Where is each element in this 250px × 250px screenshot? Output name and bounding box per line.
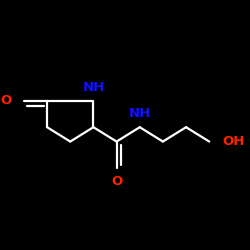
Text: OH: OH — [222, 135, 245, 148]
Text: O: O — [111, 175, 122, 188]
Text: O: O — [0, 94, 12, 107]
Text: NH: NH — [82, 81, 104, 94]
Text: NH: NH — [128, 108, 151, 120]
